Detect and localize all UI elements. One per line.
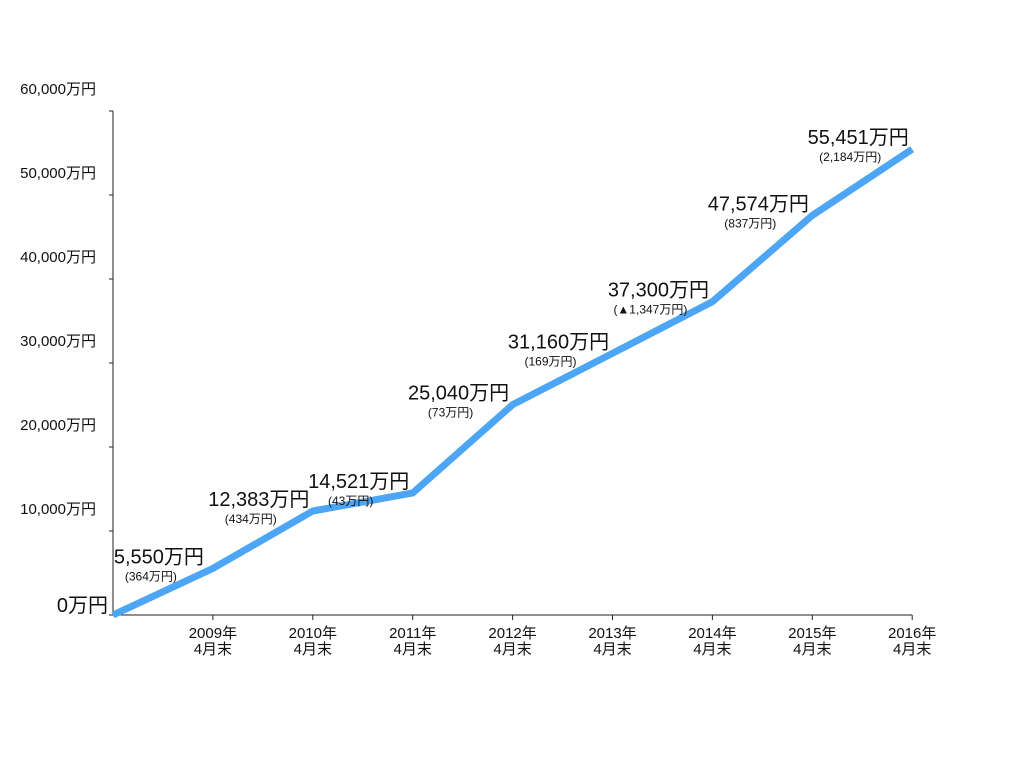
series (111, 146, 915, 619)
series-line (111, 146, 915, 619)
x-tick-label-year: 2010年 (289, 625, 337, 642)
x-tick-label-year: 2009年 (189, 625, 237, 642)
y-tick-label: 60,000万円 (20, 81, 96, 98)
x-tick-label-month: 4月末 (194, 641, 232, 658)
data-label-value: 31,160万円 (508, 331, 609, 353)
data-label-value: 55,451万円 (808, 127, 909, 149)
data-label-value: 14,521万円 (308, 471, 409, 493)
data-label-change: (43万円) (328, 494, 373, 508)
x-tick-label-month: 4月末 (294, 641, 332, 658)
x-tick-label-month: 4月末 (793, 641, 831, 658)
y-tick-label: 10,000万円 (20, 501, 96, 518)
data-label-change: (169万円) (524, 354, 576, 368)
y-tick-label: 20,000万円 (20, 417, 96, 434)
x-tick-label-month: 4月末 (693, 641, 731, 658)
data-label-change: (364万円) (125, 569, 177, 583)
data-label-value: 12,383万円 (208, 489, 309, 511)
data-label-value: 25,040万円 (408, 383, 509, 405)
x-tick-label-month: 4月末 (593, 641, 631, 658)
data-labels: 5,550万円(364万円) 12,383万円(434万円) 14,521万円(43… (114, 127, 909, 583)
x-tick-label-year: 2013年 (588, 625, 636, 642)
x-tick-label-year: 2012年 (488, 625, 536, 642)
x-tick-label-year: 2014年 (688, 625, 736, 642)
data-label-change: (73万円) (428, 406, 473, 420)
y-tick-label: 30,000万円 (20, 333, 96, 350)
y-tick-label: 50,000万円 (20, 165, 96, 182)
x-tick-label-year: 2016年 (888, 625, 936, 642)
x-tick-label-year: 2015年 (788, 625, 836, 642)
x-tick-label-year: 2011年 (389, 625, 436, 642)
x-tick-label-month: 4月末 (893, 641, 931, 658)
x-tick-label-month: 4月末 (394, 641, 432, 658)
y-axis: 0万円 10,000万円 20,000万円 30,000万円 40,000万円 50,00… (20, 81, 114, 617)
data-label-change: (837万円) (724, 216, 776, 230)
data-label-value: 47,574万円 (708, 193, 809, 215)
x-axis: 2009年4月末2010年4月末2011年4月末2012年4月末2013年4月末… (113, 614, 936, 658)
data-label-change: (▲1,347万円) (613, 303, 687, 317)
data-label-change: (2,184万円) (819, 150, 881, 164)
data-label-value: 5,550万円 (114, 546, 204, 568)
data-label-value: 37,300万円 (608, 280, 709, 302)
x-tick-label-month: 4月末 (493, 641, 531, 658)
data-label-change: (434万円) (225, 512, 277, 526)
y-tick-label: 0万円 (57, 595, 108, 617)
y-tick-label: 40,000万円 (20, 249, 96, 266)
